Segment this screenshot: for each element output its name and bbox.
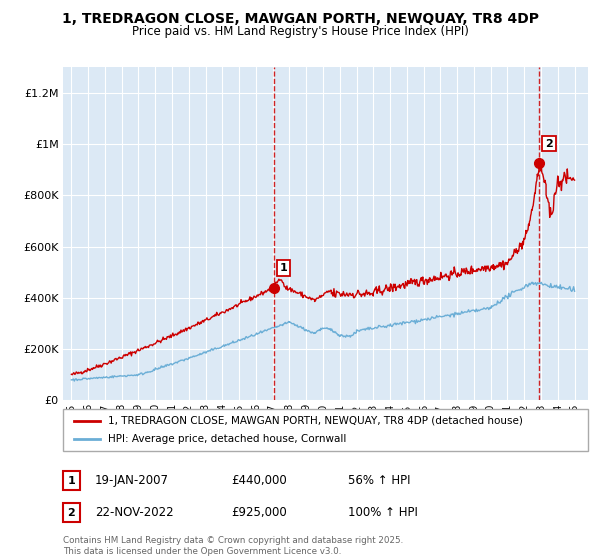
Text: HPI: Average price, detached house, Cornwall: HPI: Average price, detached house, Corn… [107,434,346,444]
Text: 1, TREDRAGON CLOSE, MAWGAN PORTH, NEWQUAY, TR8 4DP: 1, TREDRAGON CLOSE, MAWGAN PORTH, NEWQUA… [62,12,539,26]
Text: Contains HM Land Registry data © Crown copyright and database right 2025.
This d: Contains HM Land Registry data © Crown c… [63,536,403,556]
FancyBboxPatch shape [63,503,80,522]
FancyBboxPatch shape [63,471,80,490]
Text: 1: 1 [280,263,287,273]
Text: 100% ↑ HPI: 100% ↑ HPI [348,506,418,519]
Text: 2: 2 [68,507,75,517]
Text: £440,000: £440,000 [231,474,287,487]
Text: 1: 1 [68,475,75,486]
Text: 56% ↑ HPI: 56% ↑ HPI [348,474,410,487]
Text: 19-JAN-2007: 19-JAN-2007 [95,474,169,487]
Text: Price paid vs. HM Land Registry's House Price Index (HPI): Price paid vs. HM Land Registry's House … [131,25,469,38]
Text: 2: 2 [545,139,553,148]
Text: 22-NOV-2022: 22-NOV-2022 [95,506,173,519]
Text: £925,000: £925,000 [231,506,287,519]
FancyBboxPatch shape [63,409,588,451]
Text: 1, TREDRAGON CLOSE, MAWGAN PORTH, NEWQUAY, TR8 4DP (detached house): 1, TREDRAGON CLOSE, MAWGAN PORTH, NEWQUA… [107,416,523,426]
